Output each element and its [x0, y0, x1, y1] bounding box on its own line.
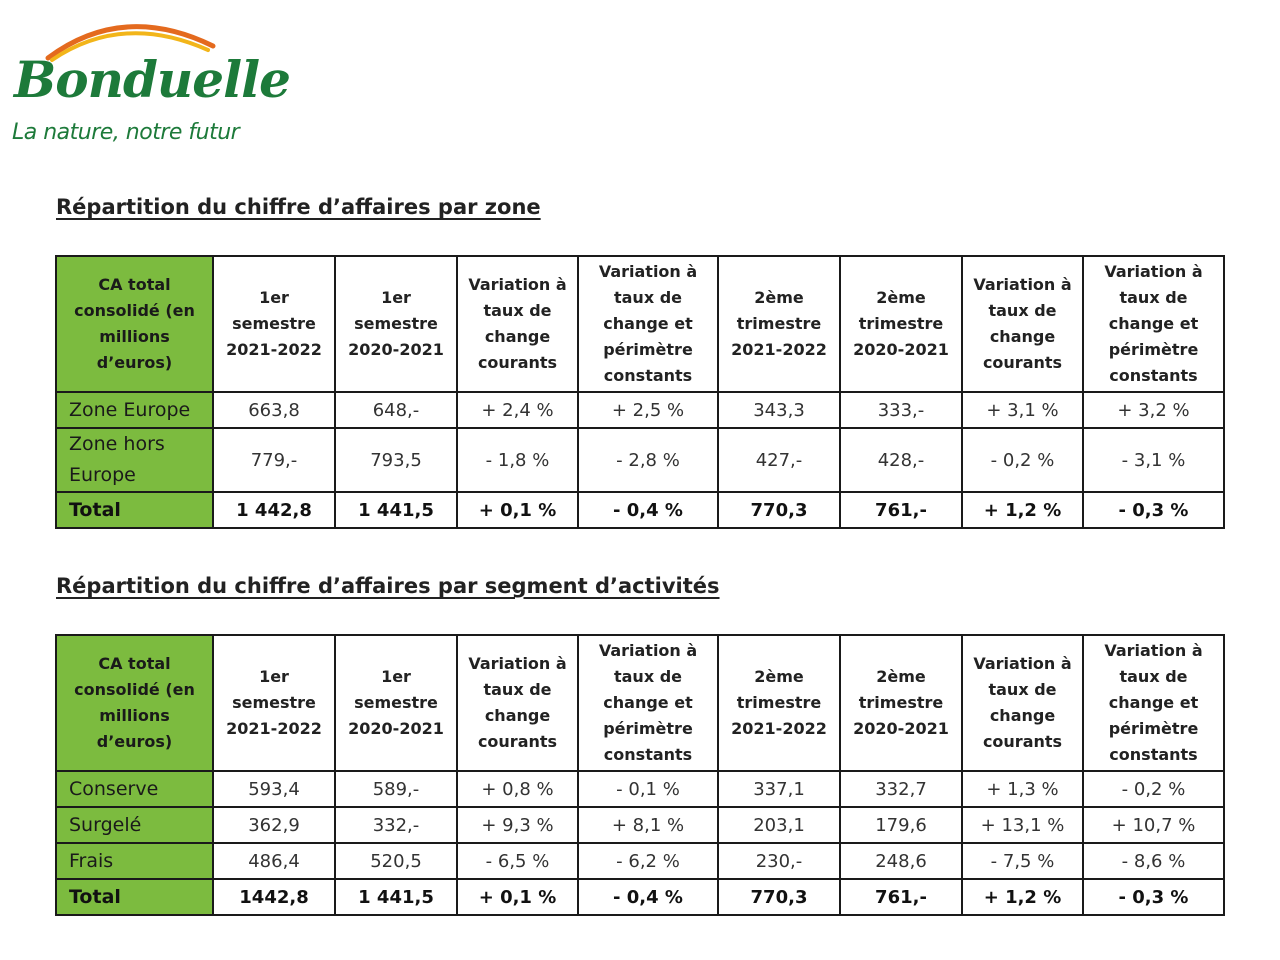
table-cell: - 0,4 % [577, 878, 719, 916]
table-cell: 332,- [334, 806, 458, 844]
zone-table-title: Répartition du chiffre d’affaires par zo… [56, 195, 541, 219]
table-cell: 593,4 [212, 770, 336, 808]
header-cell: 2ème trimestre 2021-2022 [717, 634, 841, 772]
table-cell: + 2,4 % [456, 391, 579, 429]
table-cell: 520,5 [334, 842, 458, 880]
header-cell: 1er semestre 2021-2022 [212, 255, 336, 393]
table-cell: + 1,2 % [961, 491, 1084, 529]
brand-name: Bonduelle [14, 50, 291, 109]
table-row: Frais 486,4 520,5 - 6,5 % - 6,2 % 230,- … [55, 842, 1225, 880]
table-cell: + 8,1 % [577, 806, 719, 844]
table-cell: - 6,5 % [456, 842, 579, 880]
brand-tagline: La nature, notre futur [12, 120, 240, 145]
table-cell: 337,1 [717, 770, 841, 808]
header-cell: CA total consolidé (en millions d’euros) [55, 634, 214, 772]
table-row: Zone hors Europe 779,- 793,5 - 1,8 % - 2… [55, 427, 1225, 493]
header-cell: 2ème trimestre 2020-2021 [839, 255, 963, 393]
header-cell: Variation à taux de change et périmètre … [1082, 634, 1225, 772]
row-label: Total [55, 878, 214, 916]
row-label: Total [55, 491, 214, 529]
table-cell: + 0,8 % [456, 770, 579, 808]
table-cell: - 7,5 % [961, 842, 1084, 880]
table-cell: 248,6 [839, 842, 963, 880]
table-cell: 770,3 [717, 878, 841, 916]
row-label: Surgelé [55, 806, 214, 844]
revenue-by-zone-table: CA total consolidé (en millions d’euros)… [55, 255, 1225, 529]
table-cell: 770,3 [717, 491, 841, 529]
total-row: Total 1 442,8 1 441,5 + 0,1 % - 0,4 % 77… [55, 491, 1225, 529]
header-cell: 2ème trimestre 2021-2022 [717, 255, 841, 393]
table-cell: 761,- [839, 491, 963, 529]
table-cell: 332,7 [839, 770, 963, 808]
table-header-row: CA total consolidé (en millions d’euros)… [55, 255, 1225, 393]
header-cell: Variation à taux de change courants [961, 255, 1084, 393]
table-cell: 1 441,5 [334, 878, 458, 916]
table-cell: + 0,1 % [456, 878, 579, 916]
header-cell: Variation à taux de change courants [456, 255, 579, 393]
header-cell: 1er semestre 2020-2021 [334, 255, 458, 393]
bonduelle-logo: Bonduelle La nature, notre futur [8, 10, 291, 150]
row-label: Zone Europe [55, 391, 214, 429]
row-label: Frais [55, 842, 214, 880]
table-cell: + 10,7 % [1082, 806, 1225, 844]
table-cell: 1 441,5 [334, 491, 458, 529]
table-cell: + 3,1 % [961, 391, 1084, 429]
table-cell: - 8,6 % [1082, 842, 1225, 880]
table-cell: 486,4 [212, 842, 336, 880]
header-cell: CA total consolidé (en millions d’euros) [55, 255, 214, 393]
table-cell: + 13,1 % [961, 806, 1084, 844]
revenue-by-segment-table: CA total consolidé (en millions d’euros)… [55, 634, 1225, 916]
table-cell: - 0,2 % [1082, 770, 1225, 808]
table-cell: 1 442,8 [212, 491, 336, 529]
header-cell: 1er semestre 2021-2022 [212, 634, 336, 772]
table-cell: 589,- [334, 770, 458, 808]
table-cell: 203,1 [717, 806, 841, 844]
table-cell: + 1,3 % [961, 770, 1084, 808]
header-cell: Variation à taux de change et périmètre … [577, 255, 719, 393]
table-cell: 793,5 [334, 427, 458, 493]
table-cell: 362,9 [212, 806, 336, 844]
table-cell: - 1,8 % [456, 427, 579, 493]
table-cell: 779,- [212, 427, 336, 493]
table-row: Zone Europe 663,8 648,- + 2,4 % + 2,5 % … [55, 391, 1225, 429]
table-cell: 648,- [334, 391, 458, 429]
header-cell: Variation à taux de change et périmètre … [1082, 255, 1225, 393]
table-cell: - 6,2 % [577, 842, 719, 880]
table-cell: - 0,3 % [1082, 491, 1225, 529]
table-cell: - 0,3 % [1082, 878, 1225, 916]
table-cell: + 9,3 % [456, 806, 579, 844]
table-cell: - 0,1 % [577, 770, 719, 808]
header-cell: 1er semestre 2020-2021 [334, 634, 458, 772]
table-cell: 1442,8 [212, 878, 336, 916]
sun-arc-icon [45, 24, 216, 62]
table-header-row: CA total consolidé (en millions d’euros)… [55, 634, 1225, 772]
table-cell: 230,- [717, 842, 841, 880]
header-cell: Variation à taux de change courants [456, 634, 579, 772]
table-cell: + 3,2 % [1082, 391, 1225, 429]
table-cell: - 0,2 % [961, 427, 1084, 493]
row-label: Zone hors Europe [55, 427, 214, 493]
table-cell: 343,3 [717, 391, 841, 429]
table-cell: - 2,8 % [577, 427, 719, 493]
table-cell: 427,- [717, 427, 841, 493]
row-label: Conserve [55, 770, 214, 808]
table-cell: + 0,1 % [456, 491, 579, 529]
table-row: Conserve 593,4 589,- + 0,8 % - 0,1 % 337… [55, 770, 1225, 808]
header-cell: Variation à taux de change et périmètre … [577, 634, 719, 772]
table-cell: 761,- [839, 878, 963, 916]
table-cell: 663,8 [212, 391, 336, 429]
total-row: Total 1442,8 1 441,5 + 0,1 % - 0,4 % 770… [55, 878, 1225, 916]
table-cell: 179,6 [839, 806, 963, 844]
table-row: Surgelé 362,9 332,- + 9,3 % + 8,1 % 203,… [55, 806, 1225, 844]
table-cell: 428,- [839, 427, 963, 493]
header-cell: 2ème trimestre 2020-2021 [839, 634, 963, 772]
segment-table-title: Répartition du chiffre d’affaires par se… [56, 574, 720, 598]
table-cell: + 2,5 % [577, 391, 719, 429]
table-cell: 333,- [839, 391, 963, 429]
table-cell: + 1,2 % [961, 878, 1084, 916]
table-cell: - 3,1 % [1082, 427, 1225, 493]
table-cell: - 0,4 % [577, 491, 719, 529]
header-cell: Variation à taux de change courants [961, 634, 1084, 772]
